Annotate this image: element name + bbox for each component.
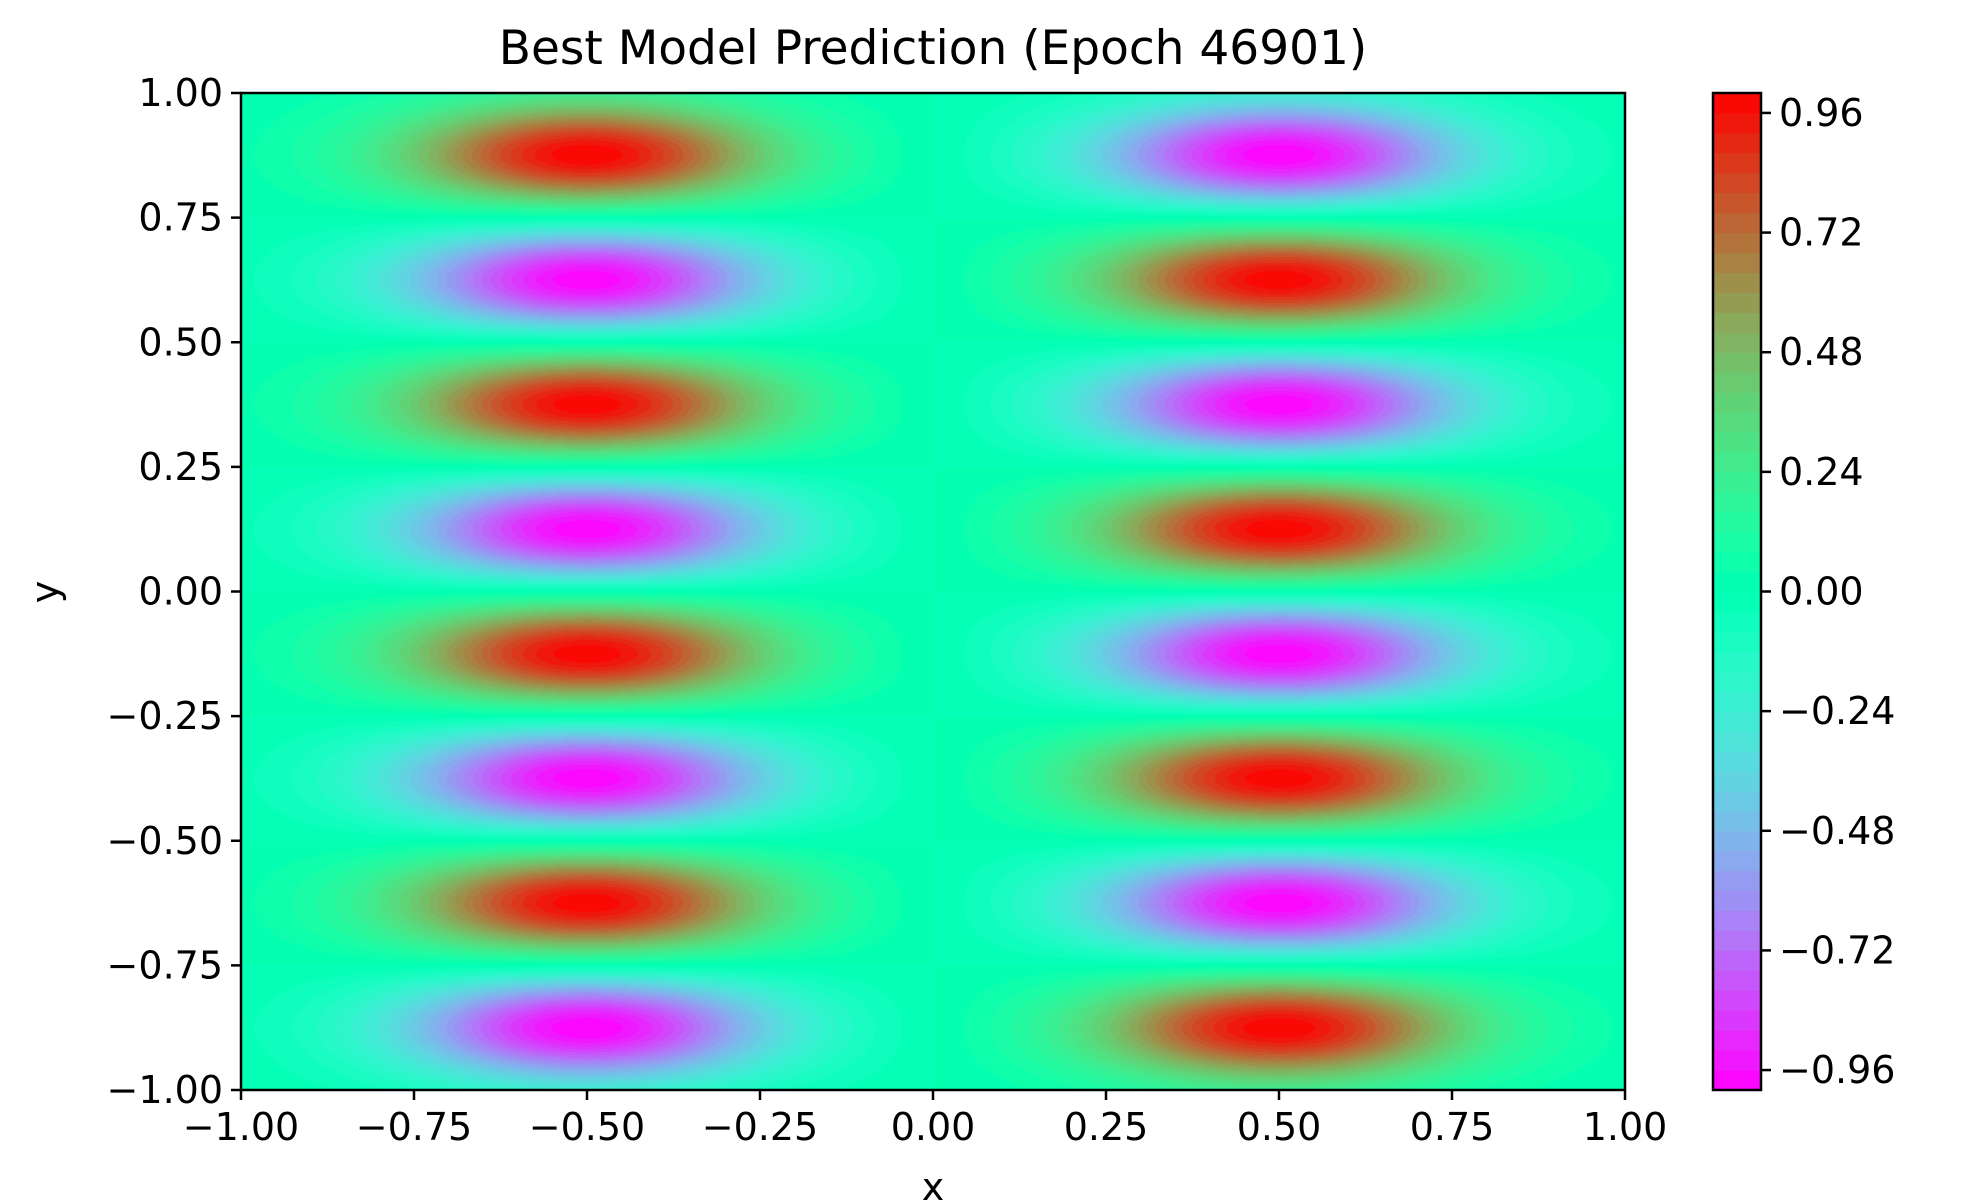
x-axis-label: x [922,1165,945,1202]
y-tick-label: −0.50 [107,819,223,863]
colorbar-band [1713,92,1761,114]
chart-title: Best Model Prediction (Epoch 46901) [499,21,1368,76]
x-tick-label: 0.25 [1064,1105,1149,1149]
colorbar-band [1713,750,1761,772]
y-tick-label: 0.00 [138,570,223,614]
colorbar-band [1713,929,1761,951]
colorbar-band [1713,591,1761,612]
colorbar-band [1713,311,1761,333]
colorbar-band [1713,391,1761,413]
y-axis-label: y [23,581,67,604]
y-tick-label: 0.75 [138,196,223,240]
colorbar-band [1713,730,1761,752]
y-tick-label: 0.25 [138,445,223,489]
colorbar-band [1713,890,1761,912]
x-tick-label: 0.75 [1410,1105,1495,1149]
colorbar-band [1713,770,1761,792]
colorbar-band [1713,969,1761,991]
colorbar-band [1713,710,1761,732]
colorbar-band [1713,610,1761,632]
colorbar-tick-label: 0.00 [1779,570,1864,614]
colorbar-tick-label: 0.24 [1779,450,1864,494]
plot-area [239,91,1627,1092]
colorbar-band [1713,351,1761,373]
colorbar-band [1713,850,1761,872]
colorbar-tick-label: −0.24 [1779,689,1895,733]
x-tick-label: 0.00 [891,1105,976,1149]
colorbar-band [1713,1029,1761,1051]
colorbar-band [1713,232,1761,254]
y-tick-label: −1.00 [107,1068,223,1112]
colorbar [1711,91,1763,1092]
y-tick-label: 0.50 [138,320,223,364]
colorbar-band [1713,531,1761,553]
colorbar-band [1713,471,1761,493]
colorbar-band [1713,212,1761,234]
colorbar-tick-label: −0.48 [1779,809,1895,853]
colorbar-band [1713,810,1761,832]
y-tick-label: 1.00 [138,71,223,115]
x-tick-label: 1.00 [1583,1105,1668,1149]
y-tick-label: −0.75 [107,943,223,987]
colorbar-band [1713,491,1761,513]
colorbar-band [1713,411,1761,433]
colorbar-band [1713,630,1761,652]
x-tick-label: −0.50 [529,1105,645,1149]
colorbar-tick-label: 0.48 [1779,330,1864,374]
y-tick-label: −0.25 [107,694,223,738]
colorbar-band [1713,431,1761,453]
heatmap-image [241,93,1625,1090]
x-tick-label: −1.00 [183,1105,299,1149]
colorbar-band [1713,949,1761,971]
colorbar-band [1713,271,1761,293]
colorbar-band [1713,910,1761,931]
colorbar-band [1713,650,1761,672]
colorbar-band [1713,451,1761,473]
colorbar-band [1713,192,1761,214]
x-axis: −1.00 −0.75 −0.50 −0.25 0.00 0.25 0.50 0.75 1.00 [183,1090,1668,1149]
colorbar-band [1713,1069,1761,1091]
colorbar-tick-label: −0.96 [1779,1048,1895,1092]
colorbar-band [1713,790,1761,812]
colorbar-band [1713,112,1761,134]
colorbar-band [1713,830,1761,852]
colorbar-band [1713,571,1761,592]
colorbar-tick-label: −0.72 [1779,928,1895,972]
x-tick-label: −0.75 [356,1105,472,1149]
colorbar-band [1713,132,1761,154]
x-tick-label: −0.25 [702,1105,818,1149]
colorbar-band [1713,1049,1761,1071]
colorbar-band [1713,331,1761,353]
y-axis: −1.00 −0.75 −0.50 −0.25 0.00 0.25 0.50 0.75 1.00 [107,71,241,1112]
colorbar-band [1713,551,1761,573]
colorbar-tick-label: 0.72 [1779,211,1864,255]
colorbar-band [1713,511,1761,533]
colorbar-band [1713,1009,1761,1031]
colorbar-band [1713,690,1761,712]
colorbar-axis: 0.96 0.72 0.48 0.24 0.00 −0.24 −0.48 −0.72 −0.96 [1761,91,1895,1092]
colorbar-band [1713,670,1761,692]
colorbar-band [1713,870,1761,892]
x-tick-label: 0.50 [1237,1105,1322,1149]
colorbar-band [1713,252,1761,273]
colorbar-band [1713,989,1761,1011]
colorbar-band [1713,371,1761,393]
colorbar-tick-label: 0.96 [1779,91,1864,135]
colorbar-band [1713,152,1761,174]
colorbar-band [1713,172,1761,194]
colorbar-band [1713,291,1761,313]
